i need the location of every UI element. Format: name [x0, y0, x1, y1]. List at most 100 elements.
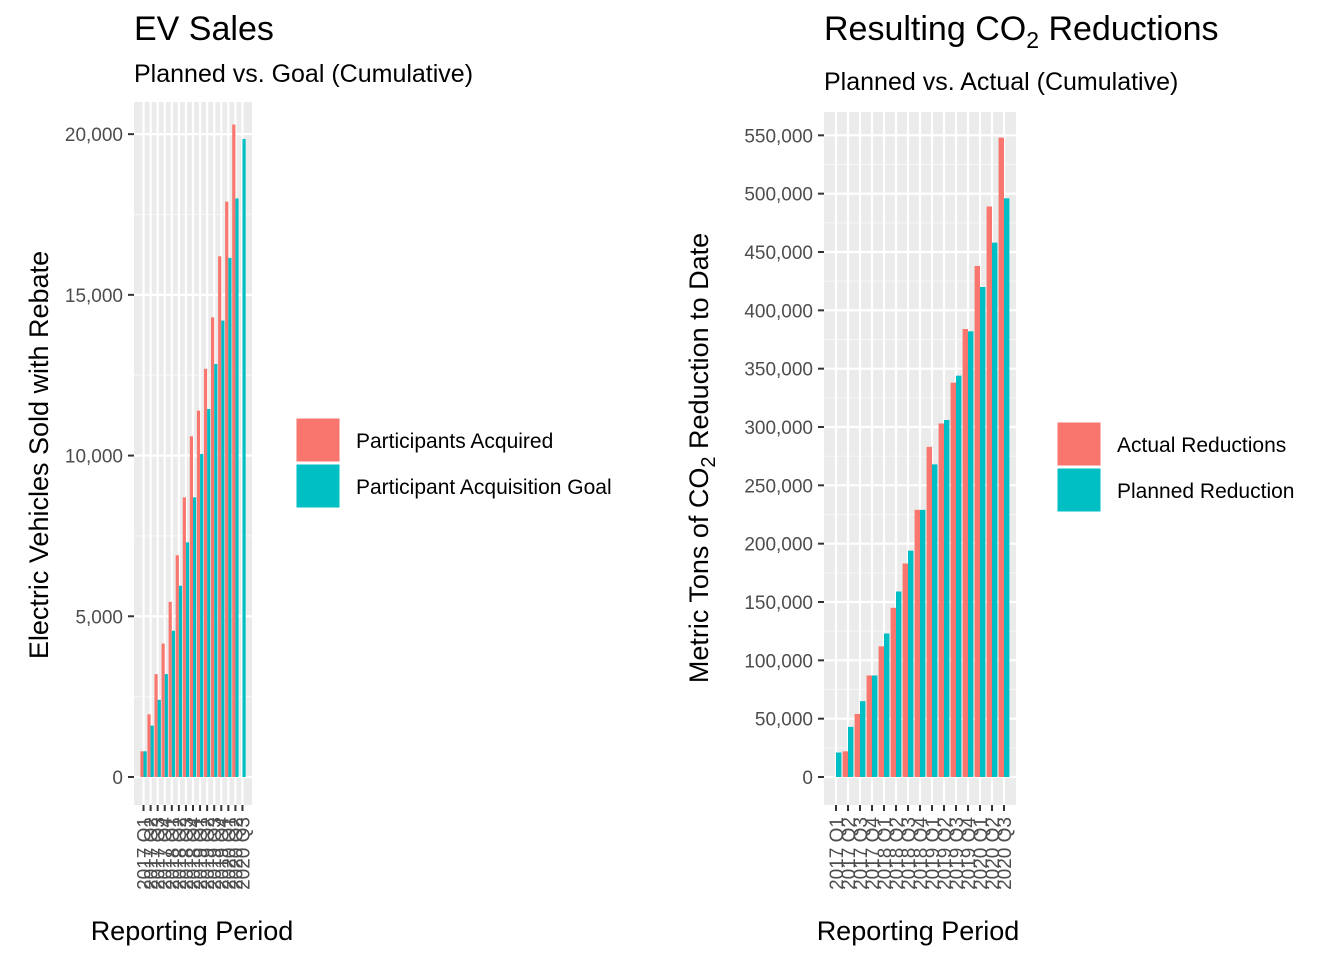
- legend-key-actual-reductions: [1056, 421, 1102, 467]
- x-tick-label: 2018 Q4: [911, 817, 932, 890]
- bar-participant-acquisition-goal-2018-q3: [185, 542, 190, 777]
- y-tick-label: 5,000: [75, 607, 123, 628]
- x-tick-label: 2019 Q1: [923, 817, 944, 890]
- x-tick-label: 2017 Q1: [827, 817, 848, 890]
- y-tick-label: 10,000: [65, 447, 123, 468]
- bar-actual-reductions-2019-q2: [938, 423, 944, 777]
- legend-label-planned-reduction: Planned Reduction: [1117, 480, 1294, 503]
- x-tick-label: 2018 Q1: [163, 817, 184, 890]
- bar-participant-acquisition-goal-2020-q2: [235, 198, 239, 777]
- x-tick-label: 2020 Q3: [995, 817, 1016, 890]
- ev-sales-bars: [140, 124, 246, 778]
- co2-y-axis: 0 50,000 100,000 150,000 200,000 250,000 300,0…: [744, 126, 824, 789]
- co2-title-part-3: Reductions: [1039, 10, 1219, 48]
- bar-actual-reductions-2019-q3: [950, 382, 956, 777]
- x-tick-label: 2019 Q2: [935, 817, 956, 890]
- ev-sales-y-axis-title: Electric Vehicles Sold with Rebate: [24, 251, 54, 659]
- x-tick-label: 2017 Q2: [839, 817, 860, 890]
- bar-planned-reduction-2017-q2: [848, 726, 854, 777]
- bar-actual-reductions-2017-q2: [842, 751, 848, 777]
- bar-planned-reduction-2017-q4: [872, 675, 878, 777]
- co2-y-axis-title: Metric Tons of CO2 Reduction to Date: [684, 233, 720, 683]
- co2-title-part-1: Resulting CO: [824, 10, 1026, 48]
- bar-participant-acquisition-goal-2018-q2: [178, 585, 183, 777]
- x-tick-label: 2017 Q2: [142, 817, 163, 890]
- bar-planned-reduction-2020-q2: [992, 242, 998, 777]
- co2-y-axis-title-part-1: Metric Tons of CO: [684, 468, 714, 684]
- bar-planned-reduction-2017-q1: [836, 752, 842, 777]
- x-tick-label: 2020 Q1: [971, 817, 992, 890]
- y-tick-label: 450,000: [744, 243, 813, 264]
- bar-planned-reduction-2019-q3: [956, 375, 962, 777]
- bar-participants-acquired-2017-q3: [154, 674, 158, 777]
- bar-actual-reductions-2018-q4: [914, 509, 920, 777]
- bar-participants-acquired-2018-q3: [182, 497, 186, 777]
- bar-participant-acquisition-goal-2020-q3: [242, 138, 246, 777]
- bar-participants-acquired-2019-q4: [218, 256, 222, 777]
- co2-y-axis-title-subscript: 2: [698, 456, 720, 467]
- y-tick-label: 150,000: [744, 593, 813, 614]
- y-tick-label: 100,000: [744, 651, 813, 672]
- x-tick-label: 2020 Q2: [983, 817, 1004, 890]
- x-tick-label: 2020 Q2: [226, 817, 247, 890]
- x-tick-label: 2017 Q4: [863, 817, 884, 890]
- x-tick-label: 2018 Q3: [177, 817, 198, 890]
- legend-key-participant-acquisition-goal: [295, 463, 341, 509]
- co2-bars: [836, 137, 1010, 778]
- bar-participant-acquisition-goal-2017-q1: [143, 751, 147, 777]
- ev-sales-chart: EV Sales Planned vs. Goal (Cumulative) 0…: [24, 10, 612, 946]
- bar-planned-reduction-2019-q2: [944, 420, 950, 777]
- legend-key-planned-reduction: [1056, 467, 1102, 513]
- bar-participant-acquisition-goal-2017-q4: [164, 674, 168, 777]
- bar-participants-acquired-2019-q1: [196, 410, 201, 777]
- bar-participants-acquired-2018-q4: [189, 436, 193, 777]
- y-tick-label: 300,000: [744, 418, 813, 439]
- bar-actual-reductions-2017-q4: [866, 675, 872, 777]
- bar-actual-reductions-2019-q1: [926, 446, 932, 777]
- x-tick-label: 2020 Q1: [219, 817, 240, 890]
- bar-participant-acquisition-goal-2017-q2: [150, 725, 154, 777]
- y-tick-label: 0: [112, 768, 123, 789]
- bar-participant-acquisition-goal-2017-q3: [157, 699, 161, 777]
- bar-planned-reduction-2019-q4: [968, 331, 974, 777]
- x-tick-label: 2019 Q3: [205, 817, 226, 890]
- ev-sales-title: EV Sales: [134, 10, 274, 48]
- bar-participants-acquired-2018-q1: [168, 601, 172, 777]
- bar-participants-acquired-2019-q2: [203, 368, 208, 777]
- bar-planned-reduction-2018-q4: [920, 509, 926, 777]
- x-tick-label: 2020 Q3: [233, 817, 254, 890]
- bar-participant-acquisition-goal-2019-q3: [214, 363, 218, 777]
- bar-actual-reductions-2017-q3: [854, 714, 860, 777]
- ev-sales-x-axis-title: Reporting Period: [91, 916, 294, 946]
- co2-title-subscript: 2: [1026, 27, 1039, 53]
- bar-planned-reduction-2018-q1: [884, 633, 890, 777]
- y-tick-label: 15,000: [65, 286, 123, 307]
- co2-legend: Actual Reductions Planned Reduction: [1056, 421, 1294, 513]
- bar-participants-acquired-2017-q1: [140, 751, 144, 777]
- co2-reductions-chart: Resulting CO2 Reductions Planned vs. Act…: [684, 10, 1294, 946]
- bar-actual-reductions-2020-q3: [998, 137, 1004, 777]
- bar-participants-acquired-2019-q3: [211, 317, 215, 777]
- ev-sales-y-axis: 0 5,000 10,000 15,000 20,000: [65, 125, 134, 789]
- bar-planned-reduction-2019-q1: [932, 464, 938, 777]
- bar-planned-reduction-2017-q3: [860, 701, 866, 777]
- legend-label-participants-acquired: Participants Acquired: [356, 430, 553, 453]
- bar-planned-reduction-2018-q2: [896, 591, 902, 777]
- x-tick-label: 2018 Q4: [184, 817, 205, 890]
- bar-planned-reduction-2018-q3: [908, 550, 914, 777]
- bar-participant-acquisition-goal-2019-q1: [200, 453, 204, 777]
- bar-participant-acquisition-goal-2019-q2: [207, 408, 211, 777]
- bar-participants-acquired-2020-q2: [232, 124, 236, 777]
- co2-subtitle: Planned vs. Actual (Cumulative): [824, 68, 1178, 96]
- y-tick-label: 200,000: [744, 535, 813, 556]
- bar-actual-reductions-2019-q4: [962, 329, 968, 777]
- bar-participant-acquisition-goal-2020-q1: [228, 257, 232, 778]
- bar-actual-reductions-2018-q2: [890, 607, 896, 777]
- bar-participants-acquired-2020-q1: [225, 201, 229, 778]
- x-tick-label: 2017 Q3: [149, 817, 170, 890]
- bar-participants-acquired-2018-q2: [175, 555, 179, 777]
- x-tick-label: 2019 Q4: [959, 817, 980, 890]
- x-tick-label: 2018 Q3: [899, 817, 920, 890]
